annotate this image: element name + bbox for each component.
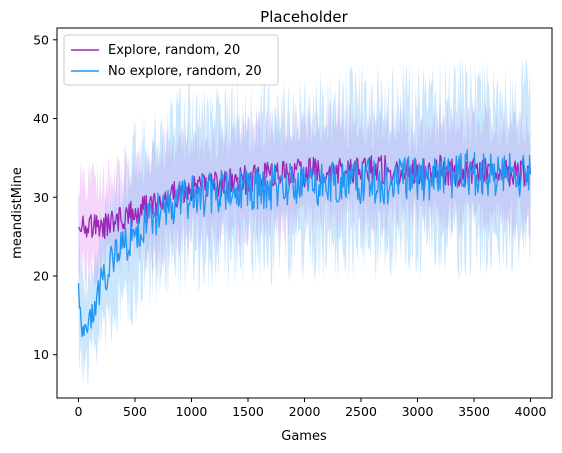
- series-lines: [77, 149, 532, 338]
- x-tick-label: 1500: [232, 404, 264, 419]
- y-tick-label: 10: [33, 347, 49, 362]
- x-tick-label: 4000: [515, 404, 547, 419]
- legend-box: [63, 34, 279, 86]
- x-tick-label: 3000: [402, 404, 434, 419]
- y-tick-label: 30: [33, 190, 49, 205]
- x-tick-label: 500: [123, 404, 147, 419]
- y-tick-label: 40: [33, 111, 49, 126]
- y-axis-title: meandistMine: [10, 167, 25, 259]
- x-axis: 0 500 1000 1500 2000 2500 3000 3500 4000: [74, 398, 546, 419]
- x-tick-label: 2000: [289, 404, 321, 419]
- chart-title: Placeholder: [260, 8, 348, 26]
- series-band-1: [78, 54, 531, 384]
- y-axis: 10 20 30 40 50: [33, 32, 57, 362]
- legend: Explore, random, 20 No explore, random, …: [63, 34, 279, 86]
- x-tick-label: 0: [74, 404, 82, 419]
- x-tick-label: 2500: [345, 404, 377, 419]
- legend-label-no-explore: No explore, random, 20: [108, 64, 262, 79]
- series-line-1: [77, 149, 532, 338]
- confidence-bands: [78, 54, 531, 384]
- x-axis-title: Games: [281, 429, 327, 444]
- x-tick-label: 3500: [458, 404, 490, 419]
- y-tick-label: 20: [33, 268, 49, 283]
- x-tick-label: 1000: [176, 404, 208, 419]
- series-band-0: [78, 99, 531, 287]
- y-tick-label: 50: [33, 32, 49, 47]
- legend-label-explore: Explore, random, 20: [108, 43, 240, 58]
